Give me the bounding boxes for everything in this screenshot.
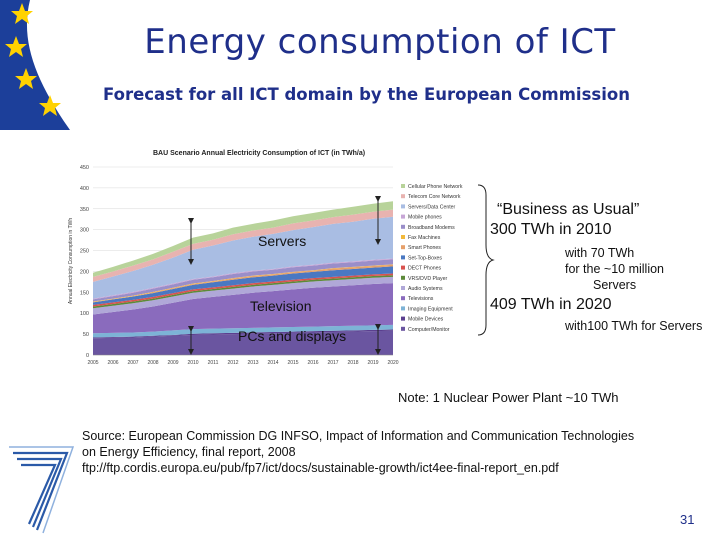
pcs-label: PCs and displays — [238, 328, 347, 344]
legend-item: Mobile phones — [408, 215, 442, 221]
legend-swatch — [401, 296, 405, 301]
y-tick-label: 400 — [80, 186, 89, 192]
legend-swatch — [401, 235, 405, 239]
legend-swatch — [401, 286, 405, 290]
x-tick-label: 2016 — [307, 360, 318, 366]
y-tick-label: 200 — [80, 269, 89, 275]
legend-item: Fax Machines — [408, 235, 441, 241]
area-series — [93, 259, 393, 302]
star-icon — [15, 68, 37, 89]
source-url[interactable]: ftp://ftp.cordis.europa.eu/pub/fp7/ict/d… — [82, 461, 559, 475]
area-series — [93, 283, 393, 334]
x-tick-label: 2005 — [87, 360, 98, 366]
x-tick-label: 2014 — [267, 360, 278, 366]
slide-title: Energy consumption of ICT — [144, 22, 616, 62]
legend-swatch — [401, 204, 405, 209]
area-series — [93, 276, 393, 315]
chart-title: BAU Scenario Annual Electricity Consumpt… — [153, 150, 365, 157]
star-icon — [39, 95, 61, 116]
legend-swatch — [401, 194, 405, 199]
legend-item: Smart Phones — [408, 245, 441, 251]
x-tick-label: 2013 — [247, 360, 258, 366]
y-tick-label: 350 — [80, 207, 89, 213]
y-tick-label: 250 — [80, 249, 89, 255]
legend-item: Televisions — [408, 296, 434, 302]
x-tick-label: 2006 — [107, 360, 118, 366]
legend-swatch — [401, 265, 405, 270]
legend-item: Telecom Core Network — [408, 194, 461, 200]
legend-item: Computer/Monitor — [408, 327, 450, 333]
x-tick-label: 2020 — [387, 360, 398, 366]
y-tick-label: 0 — [86, 353, 89, 359]
x-tick-label: 2015 — [287, 360, 298, 366]
x-tick-label: 2017 — [327, 360, 338, 366]
servers-2010-note-2: for the ~10 million — [565, 262, 665, 276]
x-tick-label: 2009 — [167, 360, 178, 366]
twh-2020-value: 409 TWh in 2020 — [490, 296, 612, 313]
legend-swatch — [401, 255, 405, 260]
source-line-1: Source: European Commission DG INFSO, Im… — [82, 429, 635, 443]
legend-item: Audio Systems — [408, 286, 443, 292]
television-label: Television — [250, 298, 312, 314]
x-tick-label: 2012 — [227, 360, 238, 366]
y-axis-label: Annual Electricity Consumption in TWh — [68, 218, 74, 305]
legend-swatch — [401, 275, 405, 280]
area-series — [93, 266, 393, 305]
area-chart: BAU Scenario Annual Electricity Consumpt… — [68, 150, 463, 366]
legend-swatch — [401, 326, 405, 331]
legend-swatch — [401, 306, 405, 311]
y-tick-label: 150 — [80, 290, 89, 296]
legend-swatch — [401, 214, 405, 219]
servers-label: Servers — [258, 233, 307, 249]
legend-swatch — [401, 245, 405, 250]
area-series — [93, 330, 393, 355]
legend-item: Servers/Data Center — [408, 204, 456, 210]
area-series — [93, 216, 393, 299]
slide-subtitle: Forecast for all ICT domain by the Europ… — [103, 85, 630, 104]
x-tick-label: 2010 — [187, 360, 198, 366]
y-tick-label: 100 — [80, 311, 89, 317]
legend-item: Imaging Equipment — [408, 306, 453, 312]
legend-item: Set-Top-Boxes — [408, 255, 442, 261]
legend-item: Cellular Phone Network — [408, 184, 463, 190]
legend-swatch — [401, 316, 405, 321]
page-number: 31 — [680, 512, 695, 527]
legend-item: Mobile Devices — [408, 317, 444, 323]
star-icon — [5, 36, 27, 57]
source-citation: Source: European Commission DG INFSO, Im… — [82, 428, 712, 476]
legend-item: VRS/DVD Player — [408, 276, 447, 282]
x-tick-label: 2018 — [347, 360, 358, 366]
legend-swatch — [401, 224, 405, 229]
nuclear-note: Note: 1 Nuclear Power Plant ~10 TWh — [398, 390, 619, 405]
legend-swatch — [401, 184, 405, 188]
area-series — [93, 201, 393, 277]
brace-icon — [477, 184, 495, 336]
servers-2010-note-3: Servers — [593, 278, 637, 292]
x-tick-label: 2011 — [208, 360, 219, 366]
servers-2020-note: with100 TWh for Servers — [565, 319, 703, 333]
y-tick-label: 450 — [80, 165, 89, 171]
servers-2010-note-1: with 70 TWh — [565, 246, 635, 260]
eu-stars-icon — [0, 0, 70, 130]
star-icon — [11, 3, 33, 24]
source-line-2: on Energy Efficiency, final report, 2008 — [82, 445, 296, 459]
bau-2010-value: 300 TWh in 2010 — [490, 221, 612, 238]
area-series — [93, 329, 393, 339]
area-series — [93, 324, 393, 338]
y-tick-label: 300 — [80, 228, 89, 234]
x-tick-label: 2019 — [367, 360, 378, 366]
chart-container: BAU Scenario Annual Electricity Consumpt… — [63, 140, 483, 370]
legend-item: Broadband Modems — [408, 225, 455, 231]
x-tick-label: 2007 — [127, 360, 138, 366]
legend-item: DECT Phones — [408, 266, 441, 272]
x-tick-label: 2008 — [147, 360, 158, 366]
area-series — [93, 209, 393, 282]
bau-label: “Business as Usual” — [497, 201, 640, 218]
y-tick-label: 50 — [83, 332, 89, 338]
fp7-logo-icon — [9, 446, 75, 534]
